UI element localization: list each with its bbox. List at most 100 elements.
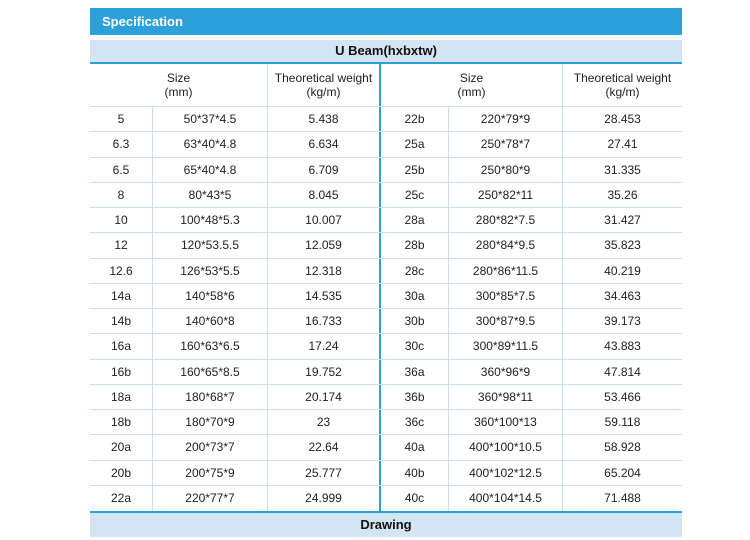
- drawing-title: Drawing: [360, 517, 412, 532]
- weight-cell: 19.752: [267, 359, 379, 384]
- table-header-row: Size (mm) Theoretical weight (kg/m) Size…: [90, 64, 682, 107]
- weight-cell: 31.427: [562, 208, 682, 233]
- model-cell: 40a: [379, 435, 448, 460]
- weight-header-title: Theoretical weight: [274, 71, 373, 85]
- size-header-unit: (mm): [457, 85, 486, 99]
- size-cell: 180*70*9: [152, 410, 267, 435]
- model-cell: 30b: [379, 309, 448, 334]
- weight-cell: 34.463: [562, 283, 682, 308]
- model-cell: 30c: [379, 334, 448, 359]
- model-cell: 14a: [110, 288, 132, 303]
- weight-header-title: Theoretical weight: [573, 71, 672, 85]
- weight-cell: 65.204: [562, 460, 682, 485]
- weight-cell: 35.26: [562, 182, 682, 207]
- model-cell: 25b: [379, 157, 448, 182]
- size-cell: 140*58*6: [152, 283, 267, 308]
- size-cell: 200*73*7: [152, 435, 267, 460]
- table-row: 14a 140*58*6 14.535 30a 300*85*7.5 34.463: [90, 283, 682, 309]
- specification-title: Specification: [102, 14, 183, 29]
- weight-cell: 12.059: [267, 233, 379, 258]
- weight-cell: 71.488: [562, 485, 682, 511]
- model-cell: 22a: [110, 491, 132, 506]
- size-header-title: Size: [459, 71, 484, 85]
- model-cell: 5: [117, 112, 125, 127]
- model-cell: 36c: [379, 410, 448, 435]
- table-row: 5 50*37*4.5 5.438 22b 220*79*9 28.453: [90, 107, 682, 133]
- table-row: 16a 160*63*6.5 17.24 30c 300*89*11.5 43.883: [90, 334, 682, 360]
- size-cell: 80*43*5: [152, 182, 267, 207]
- weight-cell: 14.535: [267, 283, 379, 308]
- model-cell: 8: [117, 187, 125, 202]
- weight-cell: 8.045: [267, 182, 379, 207]
- size-cell: 280*82*7.5: [448, 208, 562, 233]
- model-cell: 28a: [379, 208, 448, 233]
- model-cell: 12.6: [109, 263, 133, 278]
- section-title: U Beam(hxbxtw): [335, 43, 437, 58]
- weight-header-unit: (kg/m): [605, 85, 640, 99]
- specification-header-bar: Specification: [90, 8, 682, 35]
- size-cell: 360*98*11: [448, 384, 562, 409]
- model-cell: 18b: [110, 415, 132, 430]
- weight-cell: 25.777: [267, 460, 379, 485]
- table-row: 16b 160*65*8.5 19.752 36a 360*96*9 47.814: [90, 359, 682, 385]
- model-cell: 6.5: [112, 162, 130, 177]
- weight-column-header: Theoretical weight (kg/m): [267, 64, 379, 106]
- drawing-title-bar: Drawing: [90, 513, 682, 537]
- table-row: 20a 200*73*7 22.64 40a 400*100*10.5 58.928: [90, 435, 682, 461]
- model-cell: 14b: [110, 314, 132, 329]
- size-cell: 180*68*7: [152, 384, 267, 409]
- weight-cell: 58.928: [562, 435, 682, 460]
- specification-section: Specification U Beam(hxbxtw) Size (mm) T…: [90, 8, 682, 537]
- size-column-header: Size (mm): [90, 64, 267, 106]
- weight-cell: 6.634: [267, 132, 379, 157]
- table-row: 12 120*53.5.5 12.059 28b 280*84*9.5 35.823: [90, 233, 682, 259]
- weight-cell: 40.219: [562, 258, 682, 283]
- weight-cell: 28.453: [562, 107, 682, 132]
- size-cell: 400*102*12.5: [448, 460, 562, 485]
- model-cell: 40c: [379, 485, 448, 511]
- size-cell: 280*84*9.5: [448, 233, 562, 258]
- table-row: 14b 140*60*8 16.733 30b 300*87*9.5 39.173: [90, 309, 682, 335]
- model-cell: 16a: [110, 339, 132, 354]
- model-cell: 12: [114, 238, 128, 253]
- weight-cell: 24.999: [267, 485, 379, 511]
- size-cell: 360*96*9: [448, 359, 562, 384]
- model-cell: 20a: [110, 440, 132, 455]
- weight-cell: 6.709: [267, 157, 379, 182]
- size-cell: 220*77*7: [152, 485, 267, 511]
- weight-cell: 20.174: [267, 384, 379, 409]
- table-row: 12.6 126*53*5.5 12.318 28c 280*86*11.5 40.219: [90, 258, 682, 284]
- table-row: 18b 180*70*9 23 36c 360*100*13 59.118: [90, 410, 682, 436]
- size-cell: 250*80*9: [448, 157, 562, 182]
- size-header-title: Size: [166, 71, 191, 85]
- model-cell: 30a: [379, 283, 448, 308]
- size-cell: 300*89*11.5: [448, 334, 562, 359]
- size-cell: 120*53.5.5: [152, 233, 267, 258]
- size-cell: 360*100*13: [448, 410, 562, 435]
- weight-cell: 35.823: [562, 233, 682, 258]
- model-cell: 28b: [379, 233, 448, 258]
- size-cell: 220*79*9: [448, 107, 562, 132]
- model-cell: 28c: [379, 258, 448, 283]
- weight-column-header: Theoretical weight (kg/m): [562, 64, 682, 106]
- table-row: 20b 200*75*9 25.777 40b 400*102*12.5 65.204: [90, 460, 682, 486]
- weight-cell: 17.24: [267, 334, 379, 359]
- model-cell: 22b: [379, 107, 448, 132]
- model-cell: 36a: [379, 359, 448, 384]
- size-cell: 250*82*11: [448, 182, 562, 207]
- model-cell: 16b: [110, 364, 132, 379]
- size-cell: 400*104*14.5: [448, 485, 562, 511]
- size-cell: 140*60*8: [152, 309, 267, 334]
- model-cell: 6.3: [112, 137, 130, 152]
- weight-cell: 53.466: [562, 384, 682, 409]
- weight-cell: 12.318: [267, 258, 379, 283]
- weight-cell: 16.733: [267, 309, 379, 334]
- section-title-bar: U Beam(hxbxtw): [90, 40, 682, 64]
- weight-cell: 47.814: [562, 359, 682, 384]
- size-cell: 100*48*5.3: [152, 208, 267, 233]
- size-cell: 160*63*6.5: [152, 334, 267, 359]
- weight-cell: 23: [267, 410, 379, 435]
- size-cell: 200*75*9: [152, 460, 267, 485]
- model-cell: 20b: [110, 465, 132, 480]
- weight-cell: 10.007: [267, 208, 379, 233]
